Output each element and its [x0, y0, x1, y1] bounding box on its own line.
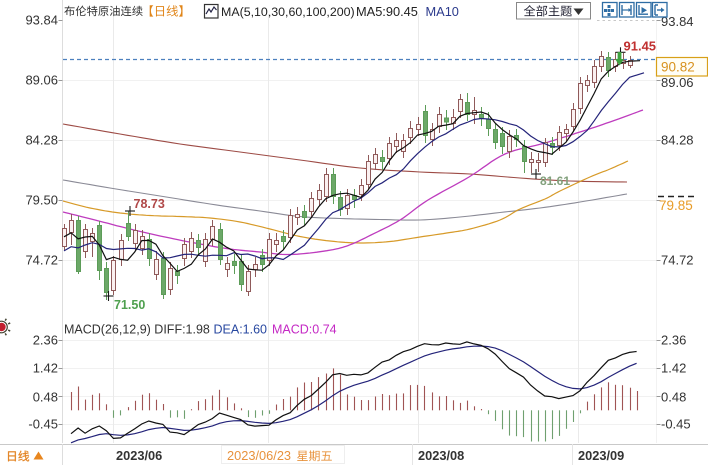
- svg-text:84.28: 84.28: [661, 133, 694, 148]
- svg-text:93.84: 93.84: [25, 13, 58, 28]
- svg-text:-0.45: -0.45: [28, 417, 58, 432]
- svg-text:78.73: 78.73: [134, 197, 165, 211]
- svg-text:2023/06/23: 2023/06/23: [227, 448, 291, 463]
- svg-text:91.45: 91.45: [624, 39, 657, 54]
- svg-text:0.48: 0.48: [661, 390, 686, 405]
- svg-text:89.06: 89.06: [661, 75, 694, 90]
- svg-text:90.82: 90.82: [661, 60, 695, 75]
- svg-text:0.48: 0.48: [33, 390, 58, 405]
- svg-text:84.28: 84.28: [25, 133, 58, 148]
- svg-text:1.42: 1.42: [661, 361, 686, 376]
- svg-text:2.36: 2.36: [33, 333, 58, 348]
- svg-text:MACD:0.74: MACD:0.74: [272, 323, 337, 337]
- svg-text:2023/08: 2023/08: [418, 448, 464, 463]
- svg-text:74.72: 74.72: [661, 253, 694, 268]
- svg-text:MA(5,10,30,60,100,200): MA(5,10,30,60,100,200): [221, 5, 355, 19]
- svg-text:MACD(26,12,9) DIFF:1.98: MACD(26,12,9) DIFF:1.98: [64, 323, 210, 337]
- svg-text:2023/06: 2023/06: [116, 448, 162, 463]
- svg-text:79.50: 79.50: [25, 193, 58, 208]
- svg-text:74.72: 74.72: [25, 253, 58, 268]
- svg-text:79.85: 79.85: [659, 198, 693, 213]
- svg-text:81.61: 81.61: [540, 174, 570, 188]
- svg-text:-0.45: -0.45: [661, 417, 691, 432]
- svg-text:MA5:90.45: MA5:90.45: [356, 4, 418, 19]
- svg-text:1.42: 1.42: [33, 361, 58, 376]
- svg-text:2.36: 2.36: [661, 333, 686, 348]
- svg-text:93.84: 93.84: [661, 14, 694, 29]
- svg-text:2023/09: 2023/09: [578, 448, 624, 463]
- svg-text:89.06: 89.06: [25, 73, 58, 88]
- svg-text:71.50: 71.50: [114, 298, 145, 312]
- svg-text:DEA:1.60: DEA:1.60: [214, 323, 268, 337]
- svg-text:MA10: MA10: [426, 4, 459, 19]
